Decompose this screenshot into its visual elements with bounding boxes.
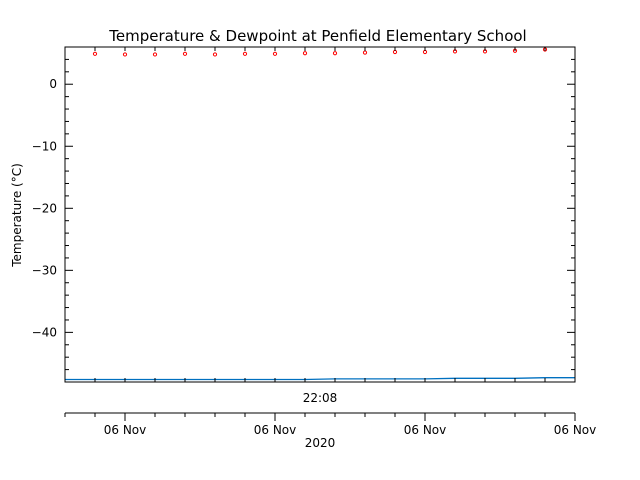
temperature-point: [332, 51, 338, 56]
temperature-point: [182, 51, 188, 56]
y-tick-label: 0: [49, 77, 57, 91]
temperature-point: [302, 51, 308, 56]
x-outer-tick-label: 06 Nov: [254, 423, 297, 437]
chart-title: Temperature & Dewpoint at Penfield Eleme…: [108, 27, 526, 45]
temperature-point: [242, 51, 248, 56]
x-outer-tick-label: 06 Nov: [404, 423, 447, 437]
y-axis-label: Temperature (°C): [10, 163, 24, 268]
y-tick-label: −30: [32, 263, 57, 277]
y-axis-ticks: 0 −10 −20 −30 −40: [32, 47, 575, 382]
temperature-point: [212, 52, 218, 57]
plot-frame: [64, 46, 576, 383]
temperature-point: [272, 51, 278, 56]
y-tick-label: −20: [32, 201, 57, 215]
y-tick-label: −40: [32, 325, 57, 339]
x-outer-axis: 06 Nov 06 Nov 06 Nov 06 Nov: [64, 412, 597, 437]
x-inner-tick-label: 22:08: [303, 391, 338, 405]
x-outer-tick-label: 06 Nov: [554, 423, 597, 437]
x-axis-label: 2020: [305, 436, 336, 450]
temperature-point: [152, 52, 158, 57]
y-tick-label: −10: [32, 139, 57, 153]
temperature-point: [122, 52, 128, 57]
temperature-point: [92, 51, 98, 56]
x-outer-tick-label: 06 Nov: [104, 423, 147, 437]
